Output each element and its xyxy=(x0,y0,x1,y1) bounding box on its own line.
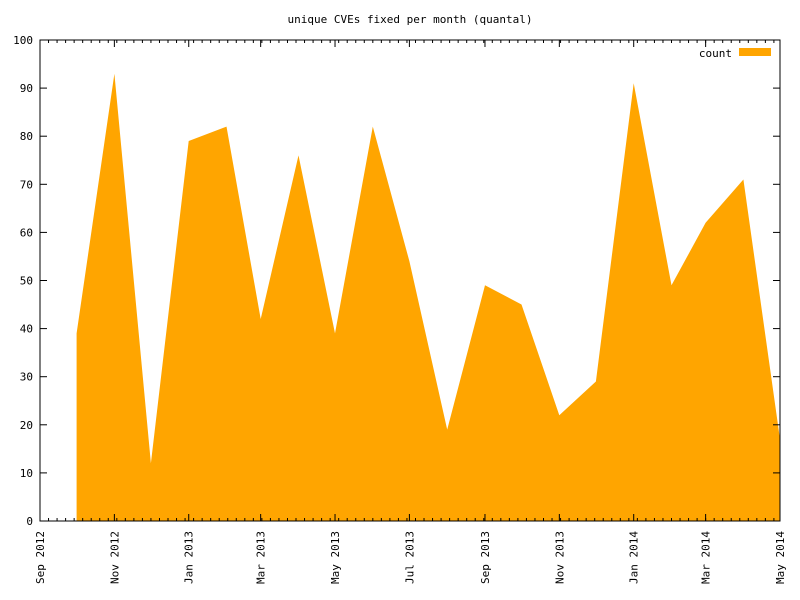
series-area-0 xyxy=(76,73,781,521)
legend: count xyxy=(699,47,771,60)
x-tick-label: Sep 2012 xyxy=(34,531,47,584)
y-tick-label: 0 xyxy=(26,515,33,528)
y-tick-label: 90 xyxy=(20,82,33,95)
y-tick-label: 40 xyxy=(20,323,33,336)
y-tick-label: 50 xyxy=(20,275,33,288)
y-tick-label: 100 xyxy=(13,34,33,47)
y-tick-label: 30 xyxy=(20,371,33,384)
y-tick-label: 10 xyxy=(20,467,33,480)
x-tick-label: Mar 2013 xyxy=(255,531,268,584)
ticks-layer: 0 10 20 30 40 50 60 70 80 90 100 Sep 2012 Nov 2012 Ja… xyxy=(13,34,787,584)
x-tick-label: Nov 2013 xyxy=(553,531,566,584)
y-tick-label: 70 xyxy=(20,178,33,191)
y-tick-label: 80 xyxy=(20,130,33,143)
x-tick-label: Jan 2013 xyxy=(183,531,196,584)
x-tick-label: Jan 2014 xyxy=(628,531,641,584)
x-tick-label: Sep 2013 xyxy=(479,531,492,584)
x-tick-label: Nov 2012 xyxy=(108,531,121,584)
y-tick-label: 20 xyxy=(20,419,33,432)
legend-swatch xyxy=(739,48,771,56)
x-tick-label: Mar 2014 xyxy=(700,531,713,584)
area-layer xyxy=(76,73,781,521)
chart-title: unique CVEs fixed per month (quantal) xyxy=(287,13,532,26)
x-tick-label: May 2013 xyxy=(329,531,342,584)
x-tick-label: May 2014 xyxy=(774,531,787,584)
legend-label: count xyxy=(699,47,732,60)
y-tick-label: 60 xyxy=(20,226,33,239)
x-tick-label: Jul 2013 xyxy=(403,531,416,584)
